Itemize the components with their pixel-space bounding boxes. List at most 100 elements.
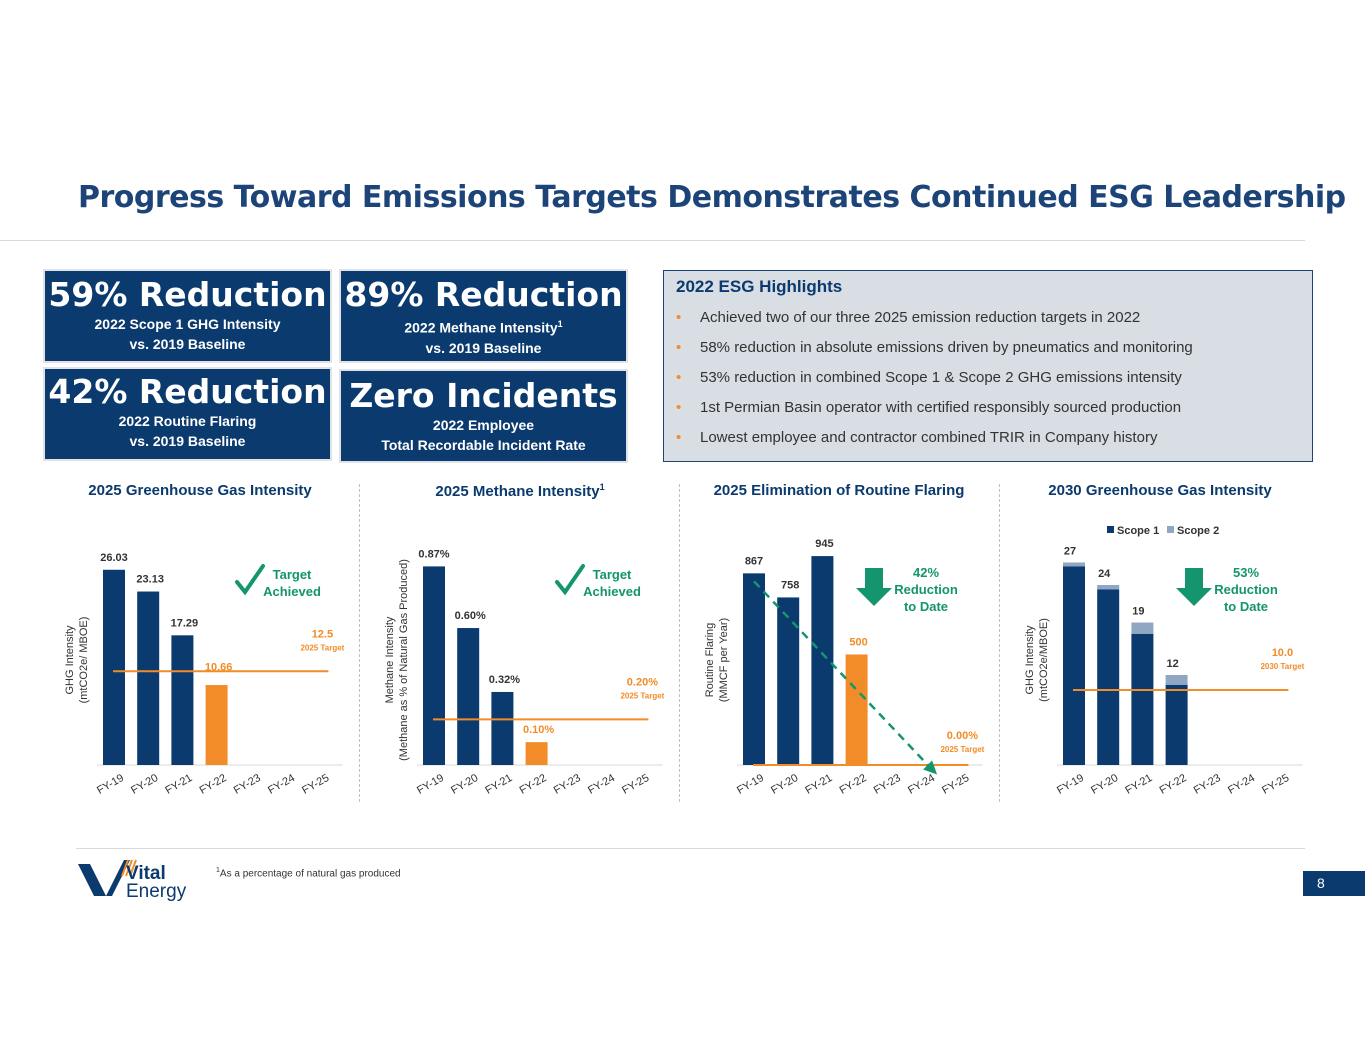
annotation-text: 53%: [1233, 565, 1259, 580]
data-label: 17.29: [171, 617, 199, 629]
highlight-item: • 1st Permian Basin operator with certifi…: [676, 399, 1182, 416]
kpi-caption: 2022 Employee Total Recordable Incident R…: [381, 417, 586, 453]
bar: [137, 591, 160, 765]
data-label: 0.32%: [489, 674, 520, 686]
data-label: 758: [781, 579, 799, 591]
x-tick-label: FY-25: [300, 772, 331, 797]
annotation-text: Target: [593, 567, 632, 582]
target-value-label: 12.5: [312, 628, 333, 640]
kpi-box-incidents: Zero Incidents 2022 Employee Total Record…: [341, 371, 626, 461]
bar-scope-1: [1165, 684, 1188, 765]
target-value-label: 0.00%: [947, 730, 978, 742]
data-label: 23.13: [136, 574, 164, 586]
x-tick-label: FY-19: [735, 772, 766, 797]
chart-ghg-2030: GHG Intensity (mtCO2e/MBOE) 27 FY-19 24 FY-20…: [1024, 525, 1305, 797]
vital-energy-logo-mark: Vital Energy: [78, 859, 187, 902]
y-axis-label: GHG Intensity: [1024, 625, 1036, 695]
x-tick-label: FY-20: [769, 772, 800, 797]
annotation-text: Achieved: [583, 584, 641, 599]
y-axis-label: Routine Flaring: [704, 623, 716, 698]
annotation-text: to Date: [1224, 599, 1268, 614]
bar: [491, 691, 514, 765]
chart-divider: [679, 484, 680, 802]
kpi-value: Zero Incidents: [349, 376, 618, 415]
bar: [423, 566, 445, 765]
x-tick-label: FY-23: [872, 772, 903, 797]
target-value-label: 10.0: [1272, 647, 1293, 659]
down-arrow-icon: [856, 568, 892, 606]
y-axis-label: (Methane as % of Natural Gas Produced): [398, 559, 410, 761]
data-label: 500: [849, 636, 867, 648]
title-divider: [0, 240, 1305, 241]
x-tick-label: FY-23: [552, 772, 583, 797]
page-title: Progress Toward Emissions Targets Demons…: [78, 180, 1346, 215]
data-label: 0.10%: [523, 724, 554, 736]
bar: [171, 635, 194, 765]
bar: [205, 685, 228, 765]
highlight-item: • Achieved two of our three 2025 emission…: [676, 309, 1141, 326]
x-tick-label: FY-22: [518, 772, 549, 797]
annotation-text: Reduction: [1214, 582, 1278, 597]
annotation-text: Reduction: [894, 582, 958, 597]
footer-divider: [76, 848, 1305, 849]
y-axis-label: (mtCO2e/ MBOE): [78, 617, 90, 704]
bar: [457, 628, 480, 765]
logo-text-line2: Energy: [126, 881, 187, 901]
x-tick-label: FY-19: [415, 772, 446, 797]
data-label: 19: [1132, 606, 1144, 618]
chart-title-flaring: 2025 Elimination of Routine Flaring: [713, 482, 965, 499]
x-tick-label: FY-24: [906, 772, 937, 797]
target-caption: 2025 Target: [940, 745, 984, 754]
down-arrow-icon: [1176, 568, 1212, 606]
highlight-item: • 58% reduction in absolute emissions dri…: [676, 339, 1193, 356]
annotation-text: Achieved: [263, 584, 321, 599]
page-number: 8: [1303, 871, 1365, 896]
data-label: 26.03: [100, 552, 128, 564]
company-logo: Vital Energy: [76, 856, 201, 906]
kpi-box-flaring: 42% Reduction 2022 Routine Flaring vs. 20…: [45, 369, 330, 459]
annotation-text: Target: [273, 567, 312, 582]
legend-label: Scope 1: [1117, 525, 1159, 537]
target-caption: 2025 Target: [620, 691, 664, 700]
x-tick-label: FY-21: [483, 772, 514, 797]
x-tick-label: FY-22: [198, 772, 229, 797]
bar: [811, 556, 834, 765]
y-axis-label: Methane Intensity: [384, 616, 396, 703]
kpi-caption: 2022 Routine Flaring vs. 2019 Baseline: [118, 413, 257, 449]
x-tick-label: FY-20: [129, 772, 160, 797]
bar: [743, 573, 765, 765]
bar: [103, 569, 125, 765]
data-label: 0.87%: [418, 548, 449, 560]
checkmark-icon: [235, 564, 265, 596]
y-axis-label: (MMCF per Year): [718, 618, 730, 702]
x-tick-label: FY-24: [1226, 772, 1257, 797]
bar-scope-1: [1131, 633, 1154, 765]
data-label: 24: [1098, 568, 1111, 580]
x-tick-label: FY-21: [1123, 772, 1154, 797]
logo-text-line1: Vital: [126, 863, 166, 884]
x-tick-label: FY-20: [449, 772, 480, 797]
chart-divider: [999, 484, 1000, 802]
target-caption: 2025 Target: [300, 643, 344, 652]
x-tick-label: FY-24: [586, 772, 617, 797]
data-label: 0.60%: [455, 610, 486, 622]
x-tick-label: FY-21: [163, 772, 194, 797]
chart-divider: [359, 484, 360, 802]
chart-ghg-2025: GHG Intensity (mtCO2e/ MBOE) 26.03 FY-19 23.…: [64, 552, 345, 797]
bar-scope-1: [1097, 589, 1120, 765]
data-label: 945: [815, 538, 833, 550]
kpi-box-methane: 89% Reduction 2022 Methane Intensity1 vs.…: [341, 271, 626, 361]
trend-arrowhead: [923, 760, 938, 775]
x-tick-label: FY-19: [95, 772, 126, 797]
highlights-title: 2022 ESG Highlights: [676, 277, 843, 296]
legend-swatch: [1107, 526, 1114, 533]
x-tick-label: FY-25: [620, 772, 651, 797]
bar-scope-2: [1131, 622, 1154, 634]
highlight-item: • Lowest employee and contractor combined…: [676, 429, 1158, 446]
checkmark-icon: [555, 564, 585, 596]
target-value-label: 0.20%: [627, 676, 658, 688]
highlight-item: • 53% reduction in combined Scope 1 & Sco…: [676, 369, 1182, 386]
chart-flaring-2025: Routine Flaring (MMCF per Year) 867 FY-19 75…: [704, 538, 985, 797]
bar-scope-2: [1063, 562, 1085, 567]
x-tick-label: FY-23: [232, 772, 263, 797]
